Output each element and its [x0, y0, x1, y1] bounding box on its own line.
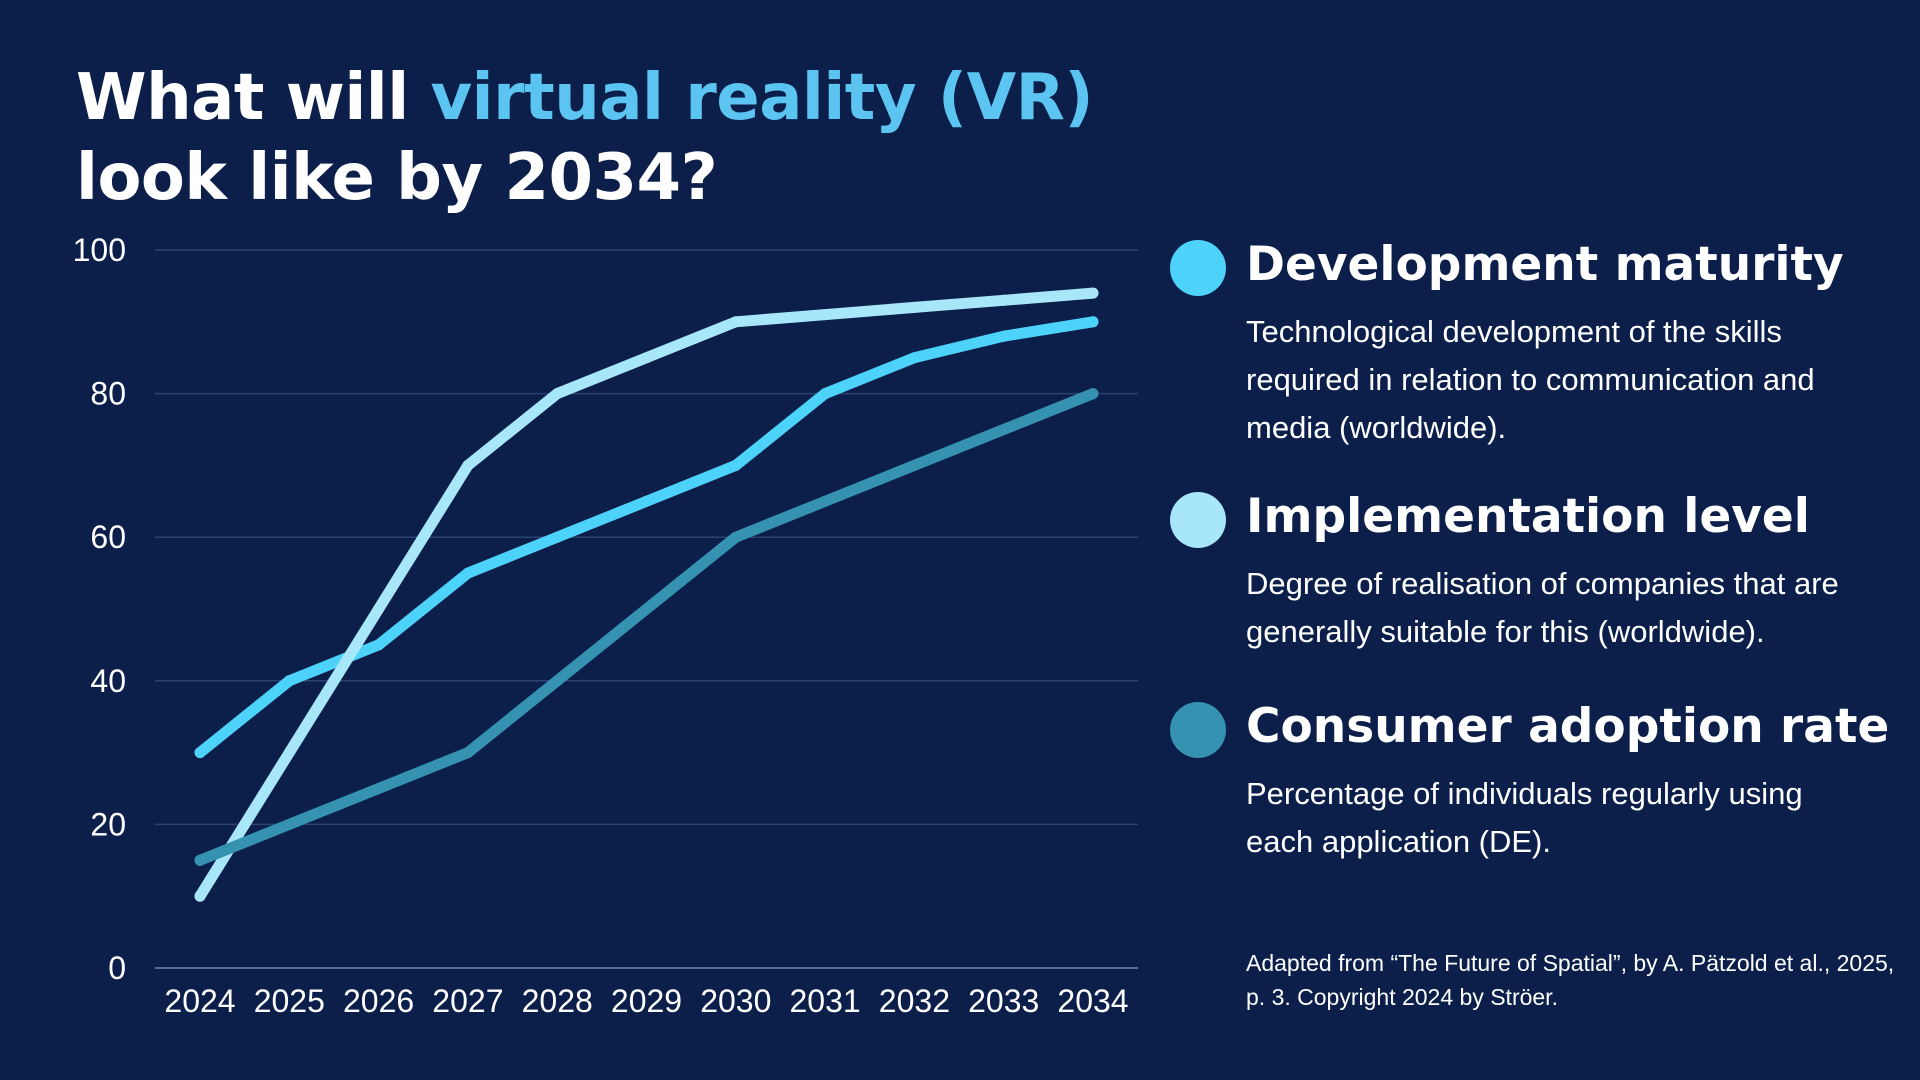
data-point-development-maturity-2032 — [908, 352, 920, 364]
chart-series — [194, 287, 1099, 902]
legend-dot-consumer-adoption-rate — [1170, 702, 1226, 758]
data-point-implementation-level-2033 — [998, 294, 1010, 306]
y-tick-label-80: 80 — [90, 376, 126, 412]
data-point-implementation-level-2026 — [373, 603, 385, 615]
data-point-consumer-adoption-rate-2027 — [462, 747, 474, 759]
title-line2: look like by 2034? — [76, 141, 718, 215]
data-point-implementation-level-2025 — [283, 747, 295, 759]
data-point-development-maturity-2034 — [1087, 316, 1099, 328]
data-point-development-maturity-2026 — [373, 639, 385, 651]
x-axis-tick-labels: 2024 2025 2026 2027 2028 2029 2030 2031 2032 2033… — [164, 983, 1128, 1019]
x-tick-label-2034: 2034 — [1057, 983, 1128, 1019]
y-axis-tick-labels: 0 20 40 60 80 100 — [73, 232, 126, 986]
legend-title-development-maturity: Development maturity — [1246, 237, 1844, 292]
data-point-implementation-level-2034 — [1087, 287, 1099, 299]
x-tick-label-2033: 2033 — [968, 983, 1039, 1019]
x-tick-label-2026: 2026 — [343, 983, 414, 1019]
y-tick-label-60: 60 — [90, 519, 126, 555]
legend-description-implementation-level: Degree of realisation of companies that … — [1246, 566, 1839, 649]
data-point-implementation-level-2028 — [551, 388, 563, 400]
x-tick-label-2025: 2025 — [254, 983, 325, 1019]
x-tick-label-2031: 2031 — [790, 983, 861, 1019]
data-point-consumer-adoption-rate-2026 — [373, 783, 385, 794]
legend-description-consumer-adoption-rate: Percentage of individuals regularly usin… — [1246, 776, 1803, 859]
page-title: What will virtual reality (VR) look like… — [76, 58, 1176, 218]
data-point-consumer-adoption-rate-2028 — [551, 675, 563, 687]
data-point-development-maturity-2030 — [730, 459, 742, 471]
data-point-consumer-adoption-rate-2034 — [1087, 388, 1099, 400]
x-tick-label-2029: 2029 — [611, 983, 682, 1019]
data-point-consumer-adoption-rate-2033 — [998, 424, 1010, 435]
x-tick-label-2032: 2032 — [879, 983, 950, 1019]
data-point-development-maturity-2027 — [462, 567, 474, 579]
data-point-implementation-level-2029 — [641, 352, 652, 364]
data-point-development-maturity-2028 — [551, 531, 563, 543]
data-point-development-maturity-2033 — [998, 330, 1010, 342]
data-point-implementation-level-2024 — [194, 890, 206, 902]
title-highlight: virtual reality (VR) — [430, 61, 1094, 135]
data-point-implementation-level-2027 — [462, 459, 474, 471]
data-point-consumer-adoption-rate-2030 — [730, 531, 742, 543]
x-tick-label-2024: 2024 — [164, 983, 235, 1019]
y-tick-label-100: 100 — [73, 232, 126, 268]
data-point-consumer-adoption-rate-2029 — [641, 603, 652, 615]
y-tick-label-40: 40 — [90, 663, 126, 699]
legend-title-consumer-adoption-rate: Consumer adoption rate — [1246, 699, 1890, 754]
data-point-development-maturity-2025 — [283, 675, 295, 687]
x-tick-label-2030: 2030 — [700, 983, 771, 1019]
data-point-consumer-adoption-rate-2025 — [283, 818, 295, 830]
data-point-consumer-adoption-rate-2031 — [819, 495, 831, 507]
legend-dot-implementation-level — [1170, 492, 1226, 548]
legend-title-implementation-level: Implementation level — [1246, 489, 1810, 544]
data-point-consumer-adoption-rate-2024 — [194, 854, 206, 866]
legend-dot-development-maturity — [1170, 240, 1226, 296]
title-prefix: What will — [76, 61, 431, 135]
data-point-consumer-adoption-rate-2032 — [908, 459, 920, 471]
legend-description-development-maturity: Technological development of the skills … — [1246, 314, 1815, 445]
data-point-development-maturity-2031 — [819, 388, 831, 400]
y-tick-label-20: 20 — [90, 806, 126, 842]
x-tick-label-2027: 2027 — [432, 983, 503, 1019]
x-tick-label-2028: 2028 — [522, 983, 593, 1019]
y-tick-label-0: 0 — [108, 950, 126, 986]
chart-gridlines — [155, 249, 1138, 826]
line-chart: 0 20 40 60 80 100 2024 2025 2026 2027 2028 2029 203… — [73, 232, 1138, 1019]
series-line-consumer-adoption-rate — [194, 388, 1099, 866]
source-citation: Adapted from “The Future of Spatial”, by… — [1246, 950, 1895, 1010]
data-point-implementation-level-2030 — [730, 316, 742, 328]
data-point-implementation-level-2031 — [819, 309, 831, 321]
data-point-implementation-level-2032 — [908, 301, 920, 313]
data-point-development-maturity-2024 — [194, 747, 206, 759]
data-point-development-maturity-2029 — [641, 495, 652, 507]
